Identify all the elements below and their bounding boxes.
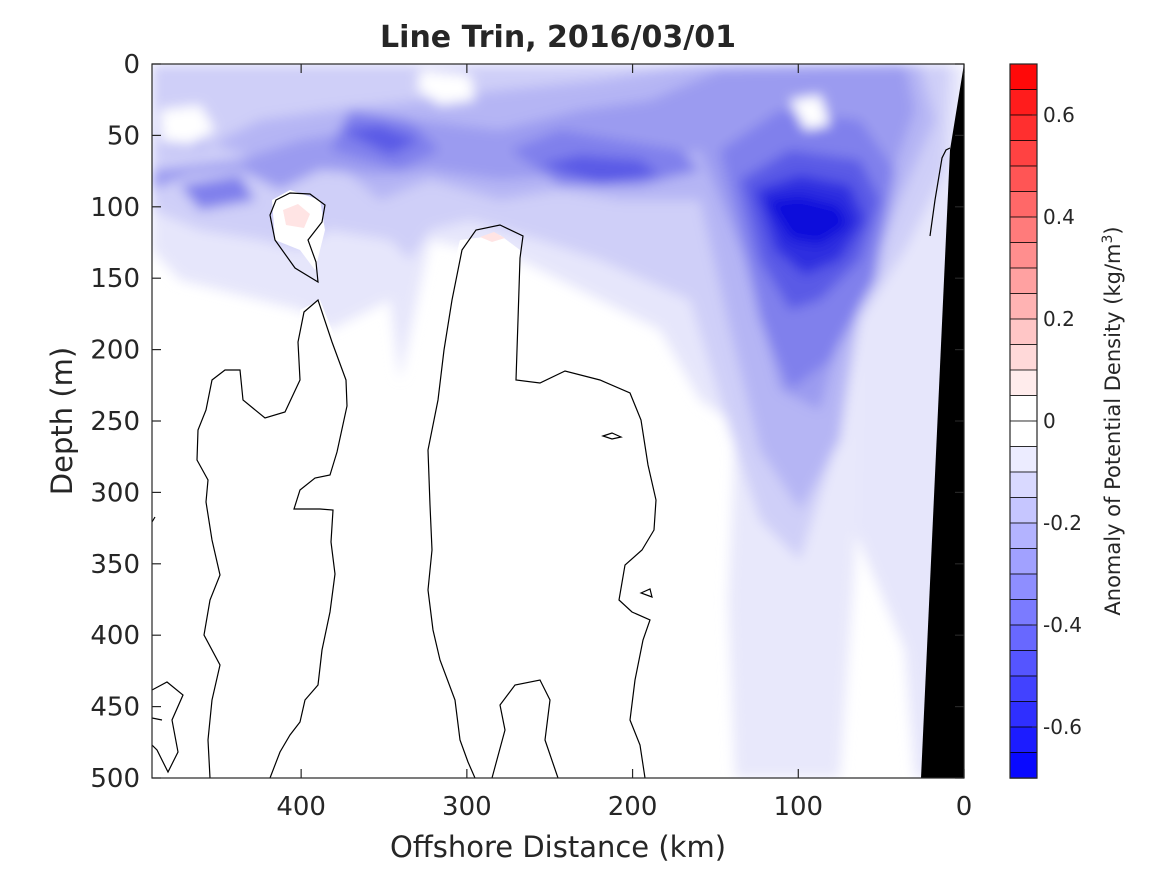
negative-band-4: [180, 110, 895, 390]
x-tick-label: 300: [442, 792, 492, 822]
anomaly-field: [152, 64, 964, 778]
near-zero-pocket-3: [790, 95, 830, 130]
colorbar-cell: [1009, 726, 1038, 754]
colorbar-cell: [1009, 624, 1038, 652]
plot-area: [152, 64, 964, 778]
colorbar-cell: [1009, 369, 1038, 397]
colorbar-tick-label: 0: [1043, 409, 1056, 433]
x-axis: 400 300 200 100 0: [276, 64, 972, 822]
zero-contour-coastal: [929, 147, 951, 237]
zero-contour-left-column: [196, 298, 348, 778]
white-region-center: [425, 235, 655, 778]
bathymetry-mask: [921, 64, 964, 778]
white-region-left: [195, 300, 345, 778]
white-regions: [195, 190, 655, 778]
colorbar-cell: [1009, 165, 1038, 193]
near-zero-pocket-1: [160, 105, 215, 145]
colorbar-cell: [1009, 395, 1038, 422]
y-tick-label: 0: [123, 50, 140, 80]
colorbar-frame: [1009, 63, 1038, 779]
colorbar-cell: [1009, 318, 1038, 346]
near-zero-pocket-2: [418, 70, 475, 105]
colorbar-cell: [1009, 89, 1038, 116]
chart-title: Line Trin, 2016/03/01: [380, 20, 736, 55]
colorbar-ticks: 0.6 0.4 0.2 0 -0.2 -0.4 -0.6: [1032, 103, 1082, 739]
y-tick-label: 200: [90, 336, 140, 366]
colorbar-cell: [1009, 420, 1038, 448]
positive-patch-2: [480, 232, 505, 242]
x-tick-label: 400: [276, 792, 326, 822]
colorbar-cell: [1009, 344, 1038, 371]
zero-contour-small-1: [601, 432, 623, 440]
colorbar-cell: [1009, 293, 1038, 320]
colorbar-cell: [1009, 548, 1038, 575]
colorbar-tick-label: -0.6: [1043, 715, 1082, 739]
x-tick-label: 100: [773, 792, 823, 822]
colorbar-cell: [1009, 216, 1038, 244]
colorbar-cell: [1009, 242, 1038, 269]
colorbar-cell: [1009, 446, 1038, 473]
y-tick-label: 250: [90, 407, 140, 437]
y-axis-label: Depth (m): [45, 347, 79, 495]
colorbar-cell: [1009, 114, 1038, 142]
zero-contour-small-2: [639, 588, 653, 598]
colorbar-cell: [1009, 701, 1038, 728]
x-tick-label: 200: [608, 792, 658, 822]
y-axis: 0 50 100 150 200 250 300 350 400 450 500: [90, 50, 964, 794]
colorbar-label: Anomaly of Potential Density (kg/m3): [1100, 226, 1125, 615]
y-tick-label: 150: [90, 264, 140, 294]
colorbar-tick-label: -0.4: [1043, 613, 1082, 637]
y-tick-label: 500: [90, 764, 140, 794]
colorbar-cell: [1009, 573, 1038, 601]
x-tick-label: 0: [956, 792, 973, 822]
y-tick-label: 450: [90, 693, 140, 723]
colorbar-tick-label: 0.4: [1043, 205, 1075, 229]
colorbar-tick-label: 0.6: [1043, 103, 1075, 127]
x-axis-label: Offshore Distance (km): [390, 830, 726, 864]
colorbar: [1009, 63, 1038, 779]
colorbar-cell: [1009, 650, 1038, 677]
colorbar-cell: [1009, 267, 1038, 295]
colorbar-cell: [1009, 675, 1038, 703]
y-tick-label: 50: [107, 121, 140, 151]
y-tick-label: 300: [90, 478, 140, 508]
colorbar-cell: [1009, 140, 1038, 167]
colorbar-cell: [1009, 497, 1038, 524]
zero-contour-upper-blob: [269, 192, 326, 284]
colorbar-cell: [1009, 599, 1038, 626]
negative-core: [765, 195, 850, 245]
colorbar-cell: [1009, 471, 1038, 499]
y-tick-label: 100: [90, 193, 140, 223]
colorbar-cell: [1009, 752, 1038, 779]
colorbar-tick-label: -0.2: [1043, 511, 1082, 535]
colorbar-tick-label: 0.2: [1043, 307, 1075, 331]
y-tick-label: 350: [90, 550, 140, 580]
zero-contour-center-column: [427, 224, 657, 778]
y-tick-label: 400: [90, 621, 140, 651]
positive-patch-1: [283, 204, 310, 228]
colorbar-cell: [1009, 522, 1038, 550]
colorbar-cell: [1009, 191, 1038, 218]
colorbar-cell: [1009, 63, 1038, 91]
